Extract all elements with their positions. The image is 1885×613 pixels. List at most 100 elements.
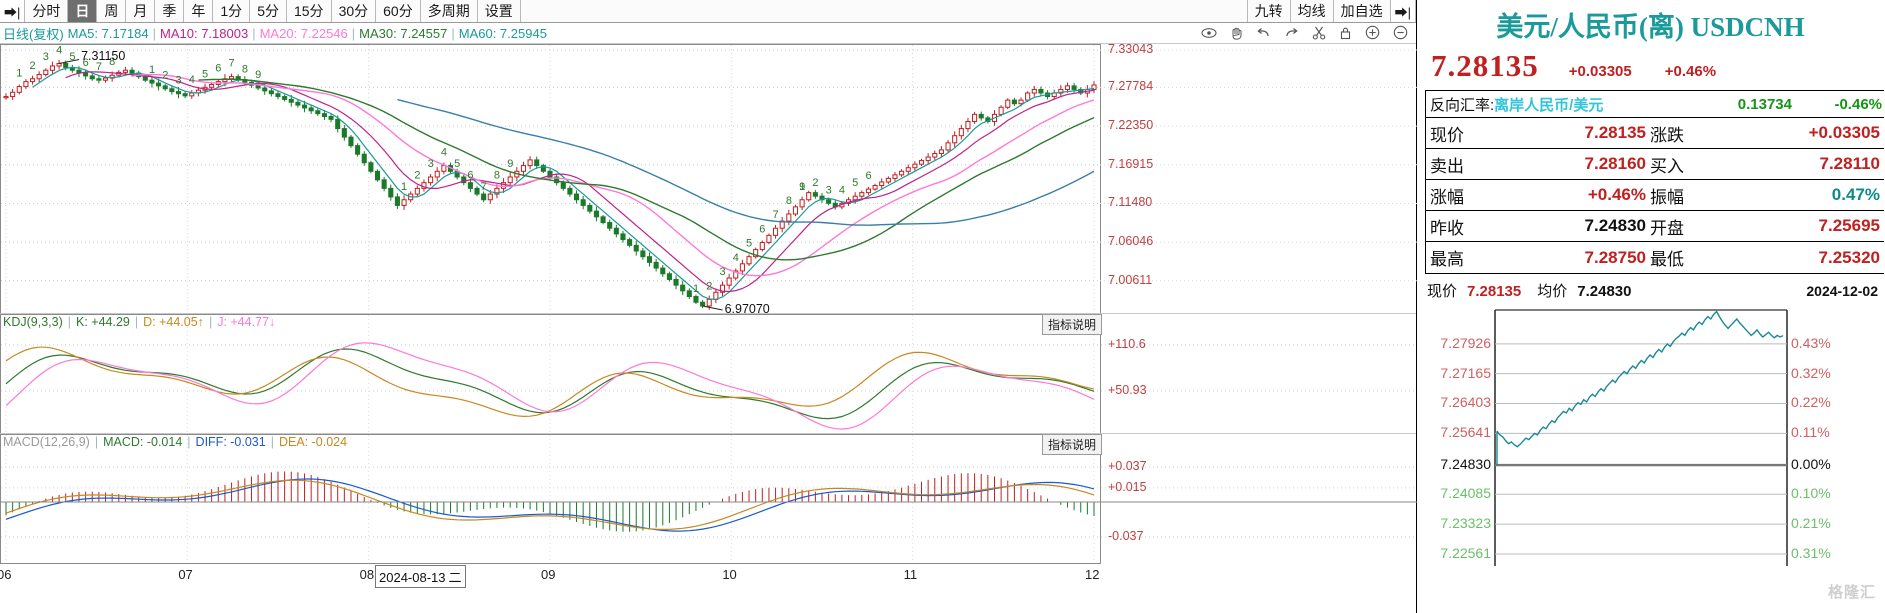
kdj-title-part-1: K: +44.29 [76,315,130,329]
quote-key-3: 昨收 [1430,218,1464,238]
hand-icon[interactable] [1230,26,1243,40]
period-button-周[interactable]: 周 [97,0,127,22]
selected-date-weekday: 二 [448,570,462,585]
intraday-percent-label-5: 0.10% [1791,485,1831,502]
period-button-月[interactable]: 月 [126,0,156,22]
quote-key2-4: 最低 [1650,250,1684,269]
title-separator: | [270,435,274,449]
price-axis-label-4: 7.11480 [1108,195,1153,210]
svg-text:1: 1 [799,181,805,193]
kdj-axis-label-1: +50.93 [1108,382,1147,397]
macd-axis-label-0: +0.037 [1108,459,1147,474]
period-button-设置[interactable]: 设置 [477,0,521,22]
intraday-price-label-3: 7.25641 [1440,424,1491,441]
period-button-1分[interactable]: 1分 [213,0,251,22]
period-button-15分[interactable]: 15分 [286,0,332,22]
redo-icon[interactable] [1284,27,1299,39]
intraday-price-label-5: 7.24085 [1440,485,1491,502]
period-button-60分[interactable]: 60分 [376,0,421,22]
quote-key-2: 涨幅 [1430,187,1464,207]
price-change: +0.03305 [1568,63,1632,80]
zoom-out-icon[interactable] [1393,25,1408,40]
intraday-chart[interactable]: 7.27926 7.27165 7.26403 7.25641 7.24830 7.240… [1417,304,1884,604]
toolbar-button-加自选[interactable]: 加自选 [1333,0,1391,22]
intraday-price-label-0: 7.27926 [1440,334,1491,351]
zoom-in-icon[interactable] [1365,25,1380,40]
svg-text:8: 8 [494,169,500,181]
ma-legend-separator: | [451,25,455,41]
lock-icon[interactable] [1339,26,1352,40]
undo-icon[interactable] [1256,27,1271,39]
intraday-price-value: 7.28135 [1467,283,1522,300]
period-button-日[interactable]: 日 [68,0,98,22]
watermark: 格隆汇 [1827,584,1876,601]
svg-text:1: 1 [149,64,155,76]
svg-text:2: 2 [30,60,36,72]
toolbar-spacer [520,0,1248,22]
svg-text:4: 4 [839,184,845,196]
svg-text:3: 3 [175,75,181,87]
date-tick-07: 07 [178,567,193,582]
quote-key-4: 最高 [1430,250,1464,269]
date-tick-06: 06 [0,567,12,582]
toolbar-button-九转[interactable]: 九转 [1247,0,1291,22]
intraday-percent-label-7: 0.31% [1791,545,1831,561]
title-separator: | [134,315,139,329]
macd-indicator-help-button[interactable]: 指标说明 [1041,434,1102,455]
arrow-to-left-icon[interactable]: ⮕| [0,0,26,22]
period-button-5分[interactable]: 5分 [250,0,287,22]
svg-text:2: 2 [414,169,420,181]
title-separator: | [187,435,191,449]
selected-date-box[interactable]: 2024-08-13 二 [375,565,466,588]
macd-title-part-1: MACD: -0.014 [103,435,183,449]
ma-legend-item-2: MA20: 7.22546 [259,25,348,41]
ma-legend-item-0: MA5: 7.17184 [67,25,149,41]
kdj-title: KDJ(9,3,3) | K: +44.29 | D: +44.05↑ | J: +44.7… [3,315,280,329]
kdj-pane[interactable]: KDJ(9,3,3) | K: +44.29 | D: +44.05↑ | J: +44.7… [0,313,1417,434]
reverse-rate-name[interactable]: 离岸人民币/美元 [1494,96,1604,114]
svg-text:6: 6 [759,223,765,235]
kdj-title-part-3: J: +44.77↓ [217,315,276,329]
period-toolbar: ⮕| 分时日周月季年 1分 5分 15分 30分 60分 多周期 设置 九转 均线 加自选 ⮕| [0,0,1416,23]
quote-row-3: 昨收 7.24830 开盘 7.25695 [1426,211,1884,242]
quote-value-0: 7.28135 [1584,123,1646,142]
macd-title: MACD(12,26,9) | MACD: -0.014 | DIFF: -0.031 |… [3,435,352,449]
svg-text:5: 5 [746,238,752,250]
quote-value2-1: 7.28110 [1819,154,1880,173]
eye-icon[interactable] [1201,27,1217,39]
reverse-rate-row[interactable]: 反向汇率: 离岸人民币/美元 0.13734 -0.46% [1426,91,1884,118]
quote-value2-4: 7.25320 [1818,247,1880,267]
intraday-percent-label-2: 0.22% [1791,394,1831,411]
intraday-price-label-2: 7.26403 [1440,394,1491,411]
arrow-to-right-icon[interactable]: ⮕| [1390,0,1416,22]
quote-row-0: 现价 7.28135 涨跌 +0.03305 [1426,118,1884,149]
title-separator: | [67,315,71,329]
chart-area: ⮕| 分时日周月季年 1分 5分 15分 30分 60分 多周期 设置 九转 均线 加自选 ⮕| … [0,0,1417,613]
period-button-分时[interactable]: 分时 [25,0,69,22]
macd-pane[interactable]: MACD(12,26,9) | MACD: -0.014 | DIFF: -0.031 |… [0,433,1417,564]
quote-key2-0: 涨跌 [1650,125,1684,145]
intraday-price-label-4: 7.24830 [1440,456,1491,473]
period-button-30分[interactable]: 30分 [331,0,377,22]
period-button-季[interactable]: 季 [155,0,185,22]
macd-axis-label-2: -0.037 [1108,528,1144,543]
period-button-多周期[interactable]: 多周期 [420,0,478,22]
intraday-percent-label-4: 0.00% [1791,456,1831,473]
high-price-marker: 7.31150 [81,49,126,64]
intraday-percent-label-6: 0.21% [1791,515,1831,532]
date-axis[interactable]: 06 07 08 09 10 11 12 2024-08-13 二 [0,563,1416,589]
quote-key2-1: 买入 [1650,156,1684,176]
toolbar-button-均线[interactable]: 均线 [1290,0,1334,22]
quote-key2-2: 振幅 [1650,187,1684,207]
svg-text:6: 6 [865,170,871,182]
svg-text:3: 3 [43,51,49,63]
macd-title-part-0: MACD(12,26,9) [3,435,90,449]
svg-text:4: 4 [56,44,62,56]
svg-text:5: 5 [454,158,460,170]
kdj-indicator-help-button[interactable]: 指标说明 [1041,314,1102,335]
reverse-rate-value: 0.13734 [1737,95,1792,113]
period-button-年[interactable]: 年 [184,0,214,22]
scissors-icon[interactable] [1312,26,1326,40]
